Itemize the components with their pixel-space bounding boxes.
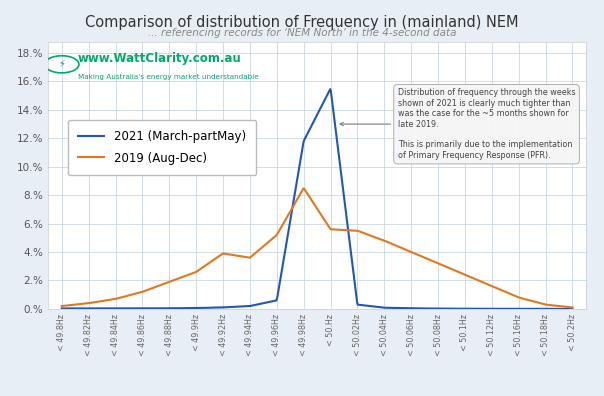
Text: Distribution of frequency through the weeks
shown of 2021 is clearly much tighte: Distribution of frequency through the we… [340, 88, 576, 160]
Text: ... referencing records for ‘NEM North’ in the 4-second data: ... referencing records for ‘NEM North’ … [148, 28, 456, 38]
2019 (Aug-Dec) [355, 229, 362, 234]
2021 (March-partMay) [327, 87, 334, 91]
2019 (Aug-Dec) [58, 304, 65, 308]
2021 (March-partMay) [89, 306, 97, 311]
2021 (March-partMay) [569, 307, 576, 311]
Text: Making Australia's energy market understandable: Making Australia's energy market underst… [78, 74, 259, 80]
2019 (Aug-Dec) [369, 234, 376, 239]
2021 (March-partMay) [446, 306, 454, 311]
2021 (March-partMay) [498, 307, 506, 311]
2019 (Aug-Dec) [89, 300, 97, 305]
2021 (March-partMay) [58, 306, 65, 311]
Text: www.WattClarity.com.au: www.WattClarity.com.au [78, 52, 242, 65]
2019 (Aug-Dec) [446, 266, 454, 271]
2021 (March-partMay) [384, 305, 391, 310]
Line: 2019 (Aug-Dec): 2019 (Aug-Dec) [62, 188, 573, 307]
Legend: 2021 (March-partMay), 2019 (Aug-Dec): 2021 (March-partMay), 2019 (Aug-Dec) [68, 120, 257, 175]
2019 (Aug-Dec) [384, 240, 391, 244]
2019 (Aug-Dec) [569, 305, 576, 310]
2021 (March-partMay) [369, 304, 376, 309]
2021 (March-partMay) [355, 303, 362, 307]
Text: ⚡: ⚡ [59, 59, 65, 69]
2019 (Aug-Dec) [498, 288, 506, 293]
Text: Comparison of distribution of Frequency in (mainland) NEM: Comparison of distribution of Frequency … [85, 15, 519, 30]
Line: 2021 (March-partMay): 2021 (March-partMay) [62, 89, 573, 309]
2019 (Aug-Dec) [300, 186, 307, 191]
